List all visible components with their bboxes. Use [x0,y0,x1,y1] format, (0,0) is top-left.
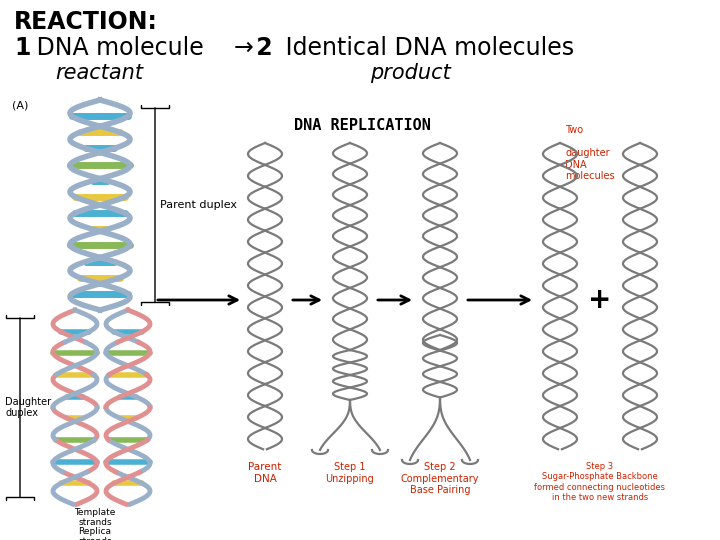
Text: daughter
DNA
molecules: daughter DNA molecules [565,148,615,181]
Text: Daughter
duplex: Daughter duplex [5,397,51,418]
Text: +: + [588,286,612,314]
Text: Replica
strands: Replica strands [78,527,112,540]
Text: Step 3
Sugar-Phosphate Backbone
formed connecting nucleotides
in the two new str: Step 3 Sugar-Phosphate Backbone formed c… [534,462,665,502]
Text: Step 2
Complementary
Base Pairing: Step 2 Complementary Base Pairing [401,462,480,495]
Text: reactant: reactant [55,63,143,83]
Text: Parent duplex: Parent duplex [160,200,237,210]
Text: DNA molecule: DNA molecule [29,36,211,60]
Text: (A): (A) [12,100,28,110]
Text: 1: 1 [14,36,30,60]
Text: REACTION:: REACTION: [14,10,158,34]
Text: DNA REPLICATION: DNA REPLICATION [294,118,431,133]
Text: Step 1
Unzipping: Step 1 Unzipping [325,462,374,484]
Text: Identical DNA molecules: Identical DNA molecules [277,36,574,60]
Text: Template
strands: Template strands [74,508,116,528]
Text: Two: Two [565,125,583,135]
Text: →: → [233,36,253,60]
Text: Parent
DNA: Parent DNA [248,462,282,484]
Text: 2: 2 [248,36,273,60]
Text: product: product [370,63,451,83]
